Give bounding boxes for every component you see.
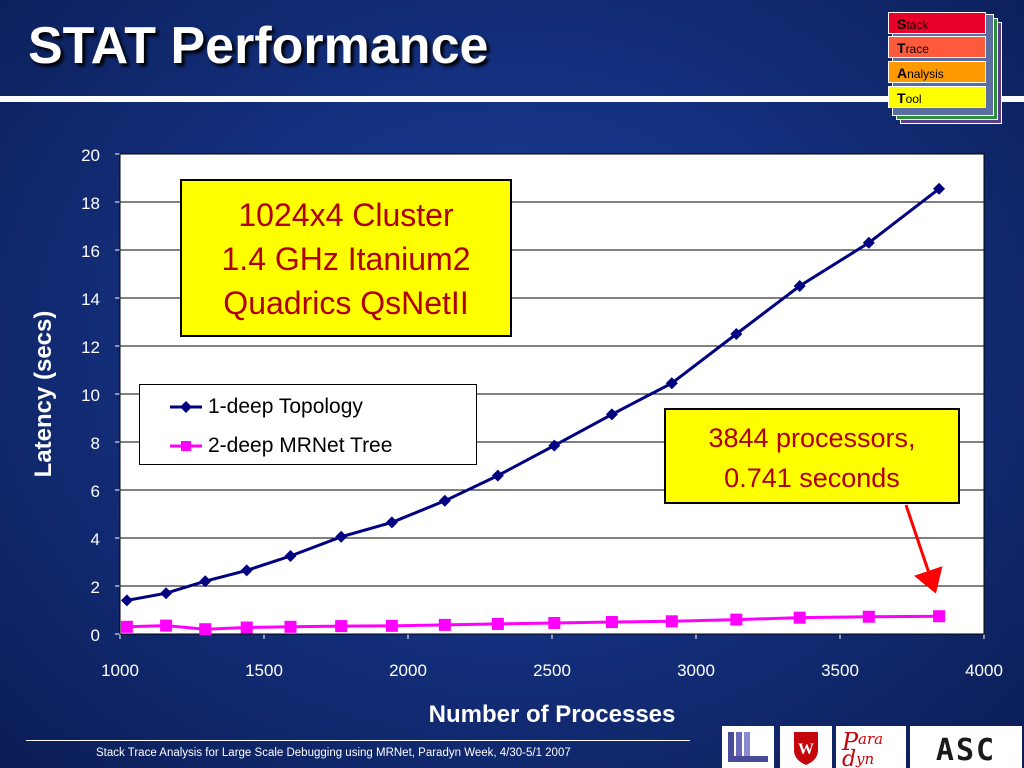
y-tick-label: 8 [91,434,100,453]
logo-word-analysis: Analysis [888,61,986,83]
logo-word-tool: Tool [888,86,986,108]
x-tick-label: 1000 [101,661,139,680]
x-tick-label: 3000 [677,661,715,680]
cluster-line-1: 1024x4 Cluster [238,197,454,233]
asc-logo: ASC [910,726,1022,768]
lab-logo [722,726,774,768]
x-tick-label: 2000 [389,661,427,680]
data-point-diamond [120,594,133,607]
x-tick-label: 4000 [965,661,1003,680]
data-point-diamond [862,236,875,249]
data-point-diamond [438,494,451,507]
plot-border [119,153,985,635]
data-point-square [491,617,504,630]
processors-line-1: 3844 processors, [708,423,916,453]
y-tick-label: 20 [81,146,100,165]
data-point-square [862,610,875,623]
data-point-square [933,610,946,623]
logo-word-trace: Trace [888,36,986,58]
paradyn-logo: P ara d yn [836,726,906,768]
svg-text:P: P [841,728,859,756]
y-tick-label: 16 [81,242,100,261]
y-tick-label: 18 [81,194,100,213]
callout-arrow [904,504,943,594]
y-tick-label: 12 [81,338,100,357]
stat-logo: Stack Trace Analysis Tool [888,10,1016,130]
legend-swatch-square [170,441,202,451]
data-point-square [199,623,212,636]
data-point-diamond [793,280,806,292]
data-point-square [335,620,348,633]
processors-callout: 3844 processors, 0.741 seconds [664,408,960,504]
data-point-diamond [491,469,504,482]
data-point-diamond [730,328,743,340]
legend-swatch-diamond [170,401,202,413]
data-point-diamond [160,587,173,600]
cluster-spec-callout: 1024x4 Cluster 1.4 GHz Itanium2 Quadrics… [180,179,512,337]
data-point-square [793,611,806,624]
data-point-diamond [548,439,561,452]
x-tick-label: 3500 [821,661,859,680]
svg-text:yn: yn [855,750,874,768]
axes: 0 2 4 6 8 10 12 14 16 18 20 1000 1500 2000 2500 3000 350… [81,146,1003,680]
data-point-diamond [605,408,618,421]
data-point-diamond [665,377,678,390]
data-point-square [240,621,253,634]
logo-word-stack: Stack [888,12,986,34]
wisconsin-crest-logo: W [780,726,832,768]
data-point-square [605,616,618,628]
svg-text:ASC: ASC [936,733,996,768]
svg-text:W: W [798,741,814,758]
data-point-square [120,620,133,633]
legend-label: 1-deep Topology [208,395,363,418]
x-tick-label: 1500 [245,661,283,680]
legend-label: 2-deep MRNet Tree [208,434,393,457]
y-tick-label: 0 [91,626,100,645]
data-point-diamond [284,550,297,562]
x-axis-title: Number of Processes [429,701,676,728]
footer-text: Stack Trace Analysis for Large Scale Deb… [96,747,571,759]
svg-text:d: d [842,747,856,768]
title-divider [0,96,1024,102]
series-line-2 [126,614,940,631]
data-point-square [548,616,561,629]
data-point-square [160,619,173,632]
data-point-diamond [335,530,348,543]
data-point-diamond [240,564,253,577]
cluster-line-2: 1.4 GHz Itanium2 [221,241,471,277]
y-tick-label: 2 [91,578,100,597]
data-point-diamond [199,575,212,588]
y-tick-label: 10 [81,386,100,405]
slide-title: STAT Performance [28,17,489,75]
data-point-square [665,615,678,628]
data-point-diamond [933,182,946,195]
data-point-square [438,618,451,631]
data-point-diamond [385,516,398,529]
x-tick-label: 2500 [533,661,571,680]
series-line-1 [126,187,940,602]
chart-legend: 1-deep Topology 2-deep MRNet Tree [139,384,477,465]
data-point-square [284,620,297,633]
y-axis-title: Latency (secs) [30,311,57,478]
y-tick-label: 6 [91,482,100,501]
data-point-square [730,613,743,626]
data-point-square [385,619,398,632]
footer-divider [26,740,690,741]
svg-text:ara: ara [858,730,883,748]
y-tick-label: 14 [81,290,100,309]
cluster-line-3: Quadrics QsNetII [223,285,469,321]
processors-line-2: 0.741 seconds [724,463,900,493]
series [120,182,946,636]
y-tick-label: 4 [91,530,100,549]
